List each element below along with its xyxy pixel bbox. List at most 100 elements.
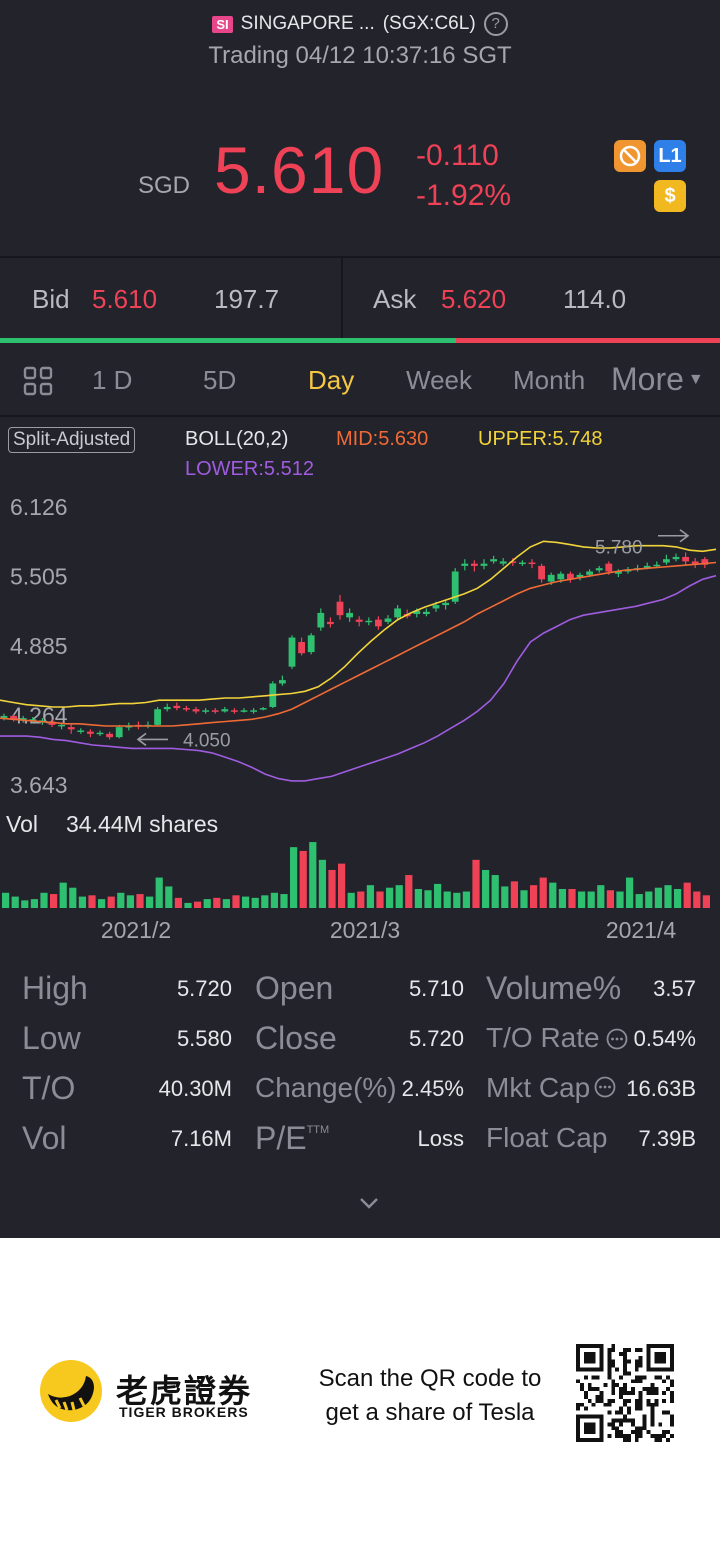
qr-module <box>654 1344 659 1348</box>
qr-module <box>607 1367 612 1372</box>
qr-module <box>599 1398 604 1403</box>
layout-grid-icon[interactable] <box>22 365 54 397</box>
qr-module <box>630 1430 635 1435</box>
qr-module <box>583 1430 588 1435</box>
candle-body <box>67 727 75 730</box>
candle-body <box>567 573 574 580</box>
candle-body <box>394 608 401 618</box>
qr-module <box>599 1391 604 1395</box>
volume-bar <box>40 892 48 908</box>
dollar-badge[interactable]: $ <box>654 180 686 212</box>
qr-module <box>607 1355 612 1360</box>
qr-module <box>670 1359 674 1364</box>
candle-body <box>231 710 238 712</box>
volume-bar <box>674 888 682 908</box>
qr-module <box>599 1363 604 1368</box>
qr-module <box>658 1344 663 1348</box>
volume-bar <box>69 887 77 908</box>
y-tick-label: 5.505 <box>10 564 68 590</box>
candle-body <box>288 637 296 667</box>
qr-module <box>583 1414 588 1419</box>
qr-module <box>662 1351 667 1356</box>
qr-module <box>619 1387 624 1392</box>
qr-module <box>646 1359 651 1364</box>
qr-module <box>638 1434 643 1439</box>
qr-module <box>619 1430 624 1435</box>
qr-module <box>611 1359 616 1364</box>
mktcap-info-icon[interactable] <box>594 1076 616 1098</box>
qr-module <box>587 1355 592 1360</box>
qr-module <box>626 1410 631 1415</box>
qr-module <box>662 1398 667 1403</box>
qr-module <box>626 1347 631 1352</box>
volume-bar <box>30 899 38 908</box>
qr-module <box>634 1434 639 1439</box>
qr-module <box>591 1422 596 1427</box>
help-icon[interactable]: ? <box>483 12 508 36</box>
qr-module <box>662 1367 667 1372</box>
volume-bar <box>597 885 605 908</box>
qr-module <box>634 1426 639 1431</box>
candle-body <box>519 562 526 565</box>
qr-module <box>650 1367 655 1372</box>
qr-module <box>595 1387 600 1392</box>
stat-mktcap-label: Mkt Cap <box>486 1072 591 1103</box>
qr-module <box>576 1438 580 1442</box>
qr-module <box>623 1414 627 1419</box>
qr-module <box>634 1406 639 1411</box>
qr-module <box>650 1422 655 1427</box>
qr-module <box>583 1406 588 1411</box>
qr-module <box>654 1375 659 1380</box>
volume-bar <box>693 891 701 908</box>
qr-module <box>638 1363 643 1368</box>
qr-module <box>650 1406 655 1411</box>
qr-module <box>576 1434 580 1439</box>
qr-module <box>626 1434 631 1439</box>
qr-module <box>630 1422 635 1427</box>
qr-module <box>583 1391 588 1395</box>
tab-week[interactable]: Week <box>406 365 472 395</box>
stat-volpct-label: Volume% <box>486 970 622 1006</box>
qr-module <box>619 1410 624 1415</box>
level1-badge[interactable]: L1 <box>654 140 686 172</box>
volume-bar <box>107 896 115 908</box>
qr-module <box>638 1406 643 1411</box>
candle-body <box>663 559 670 563</box>
qr-module <box>587 1414 592 1419</box>
tab-day[interactable]: Day <box>308 365 355 395</box>
qr-module <box>638 1355 643 1360</box>
qr-module <box>611 1383 616 1388</box>
qr-module <box>646 1367 651 1372</box>
stock-name: SINGAPORE ... <box>240 13 375 34</box>
candle-body <box>202 710 209 712</box>
candle-body <box>528 562 536 565</box>
stat-vol-value: 7.16M <box>170 1126 232 1151</box>
split-adjusted-toggle[interactable]: Split-Adjusted <box>8 427 136 453</box>
candle-body <box>461 563 469 566</box>
qr-module <box>619 1391 624 1395</box>
boll-label[interactable]: BOLL(20,2) <box>185 428 289 450</box>
candle-body <box>307 635 315 653</box>
qr-module <box>591 1359 596 1364</box>
qr-module <box>662 1410 667 1415</box>
volume-bar <box>213 897 221 908</box>
volume-bar <box>165 886 173 908</box>
tab-more[interactable]: More ▼ <box>611 361 704 398</box>
volume-total: 34.44M shares <box>66 811 218 837</box>
bid-price: 5.610 <box>92 284 158 314</box>
torate-info-icon[interactable] <box>606 1028 628 1050</box>
qr-module <box>587 1398 592 1403</box>
tab-5d[interactable]: 5D <box>203 365 237 395</box>
stat-close-label: Close <box>255 1020 337 1056</box>
qr-module <box>638 1402 643 1407</box>
qr-module <box>587 1344 592 1348</box>
qr-module <box>599 1414 604 1419</box>
qr-code-icon[interactable] <box>576 1344 674 1442</box>
tab-month[interactable]: Month <box>513 365 586 395</box>
qr-module <box>591 1355 596 1360</box>
qr-module <box>615 1410 620 1415</box>
chevron-down-icon[interactable] <box>358 1196 380 1210</box>
tab-1d[interactable]: 1 D <box>92 365 133 395</box>
no-shorting-icon[interactable] <box>614 140 646 172</box>
